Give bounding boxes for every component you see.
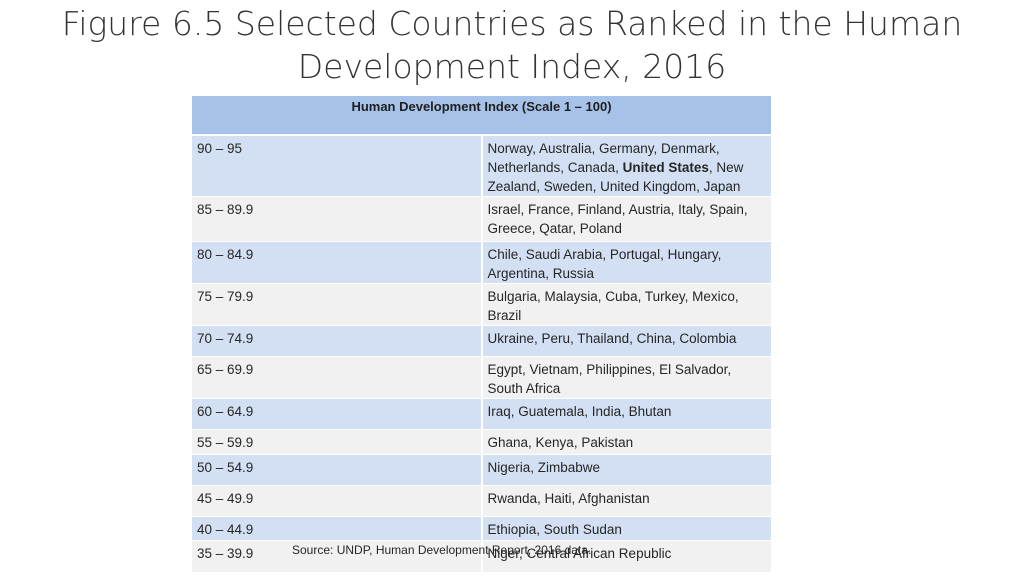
countries-cell: Ghana, Kenya, Pakistan	[481, 429, 771, 455]
countries-bold-text: United States	[622, 160, 709, 175]
range-cell: 55 – 59.9	[192, 429, 483, 455]
range-cell: 40 – 44.9	[192, 516, 483, 541]
table-row: 65 – 69.9 Egypt, Vietnam, Philippines, E…	[192, 356, 771, 399]
countries-cell: Chile, Saudi Arabia, Portugal, Hungary, …	[481, 241, 771, 284]
range-cell: 35 – 39.9	[192, 540, 483, 573]
range-cell: 50 – 54.9	[192, 454, 483, 486]
table-row: 45 – 49.9 Rwanda, Haiti, Afghanistan	[192, 485, 771, 517]
range-cell: 45 – 49.9	[192, 485, 483, 517]
range-cell: 90 – 95	[192, 135, 483, 197]
range-cell: 60 – 64.9	[192, 398, 483, 430]
table-row: 80 – 84.9 Chile, Saudi Arabia, Portugal,…	[192, 241, 771, 284]
range-cell: 85 – 89.9	[192, 196, 483, 242]
countries-text: Norway, Australia, Germany, Denmark, Net…	[487, 141, 720, 175]
countries-cell: Nigeria, Zimbabwe	[481, 454, 771, 486]
table-row: 40 – 44.9 Ethiopia, South Sudan	[192, 516, 771, 541]
table-row: 35 – 39.9 Niger, Central African Republi…	[192, 540, 771, 573]
range-cell: 75 – 79.9	[192, 283, 483, 326]
countries-cell: Niger, Central African Republic	[481, 540, 771, 573]
range-cell: 70 – 74.9	[192, 325, 483, 357]
countries-cell: Bulgaria, Malaysia, Cuba, Turkey, Mexico…	[481, 283, 771, 326]
table-row: 50 – 54.9 Nigeria, Zimbabwe	[192, 454, 771, 486]
table-row: 55 – 59.9 Ghana, Kenya, Pakistan	[192, 429, 771, 455]
table-row: 60 – 64.9 Iraq, Guatemala, India, Bhutan	[192, 398, 771, 430]
countries-text: , New Zealand, Sweden, United Kingdom, J…	[487, 160, 744, 194]
table-row: 70 – 74.9 Ukraine, Peru, Thailand, China…	[192, 325, 771, 357]
countries-cell: Ukraine, Peru, Thailand, China, Colombia	[481, 325, 771, 357]
countries-cell: Iraq, Guatemala, India, Bhutan	[481, 398, 771, 430]
slide-title: Figure 6.5 Selected Countries as Ranked …	[61, 4, 963, 86]
countries-cell: Israel, France, Finland, Austria, Italy,…	[481, 196, 771, 242]
hdi-table: Human Development Index (Scale 1 – 100) …	[192, 96, 771, 573]
range-cell: 80 – 84.9	[192, 241, 483, 284]
table-row: 75 – 79.9 Bulgaria, Malaysia, Cuba, Turk…	[192, 283, 771, 326]
table-row: 90 – 95 Norway, Australia, Germany, Denm…	[192, 135, 771, 197]
table-header: Human Development Index (Scale 1 – 100)	[192, 96, 771, 136]
countries-cell: Ethiopia, South Sudan	[481, 516, 771, 541]
countries-cell: Egypt, Vietnam, Philippines, El Salvador…	[481, 356, 771, 399]
countries-cell: Rwanda, Haiti, Afghanistan	[481, 485, 771, 517]
source-note: Source: UNDP, Human Development Report, …	[292, 543, 592, 557]
table-row: 85 – 89.9 Israel, France, Finland, Austr…	[192, 196, 771, 242]
range-cell: 65 – 69.9	[192, 356, 483, 399]
countries-cell: Norway, Australia, Germany, Denmark, Net…	[481, 135, 771, 197]
